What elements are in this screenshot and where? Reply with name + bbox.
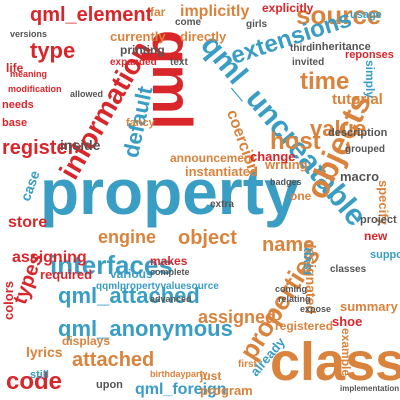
word-instantiated: instantiated (185, 164, 258, 179)
word-lyrics: lyrics (26, 344, 63, 360)
word-makes: makes (150, 254, 188, 268)
word-registered: registered (275, 319, 334, 333)
word-colors: colors (1, 280, 16, 320)
word-writing: writing (265, 157, 308, 172)
word-qml-foreign: qml_foreign (135, 381, 227, 398)
word-name: name (262, 234, 315, 256)
word-shoe: shoe (332, 314, 363, 329)
word-tutorial: tutorial (332, 91, 383, 108)
word-usage: usage (350, 9, 382, 21)
word-register: register (2, 137, 76, 159)
word-support: support (370, 249, 400, 261)
word-printing: printing (120, 43, 165, 57)
word-inheritance: inheritance (312, 41, 371, 53)
word-fancy: fancy (126, 117, 155, 129)
word-example: example (339, 328, 353, 377)
word-code: code (6, 368, 63, 395)
word-life: life (6, 61, 24, 75)
word-new: new (364, 229, 388, 243)
word-displays: displays (62, 334, 111, 348)
word-directly: directly (180, 29, 227, 44)
word-qml-attached: qml_attached (58, 283, 200, 308)
word-implicitly: implicitly (180, 3, 250, 20)
word-invited: invited (292, 57, 325, 68)
word-project: project (360, 214, 397, 226)
word-engine: engine (98, 227, 157, 247)
word-change: change (250, 149, 296, 164)
word-value: value (310, 116, 367, 141)
word-expose: expose (300, 304, 332, 314)
word-advanced: advanced (150, 294, 192, 304)
word-summary: summary (340, 299, 398, 314)
word-expanded: expanded (110, 57, 157, 68)
word-required: required (40, 267, 93, 282)
word-currently: currently (110, 29, 166, 44)
word-rsvp: rsvp (299, 247, 314, 275)
word-still: still (30, 369, 49, 381)
word-inside: inside (60, 137, 101, 153)
word-complete: complete (150, 267, 190, 277)
word-girls: girls (246, 19, 268, 30)
word-far: far (150, 5, 166, 19)
word-macro: macro (340, 169, 380, 184)
word-interfaces: interfaces (50, 250, 173, 280)
word-property: property (40, 156, 300, 228)
word-various: various (110, 267, 153, 281)
word-type: type (30, 38, 76, 63)
word-assigning: assigning (12, 249, 87, 266)
word-base: base (2, 117, 28, 129)
word-case: case (17, 168, 43, 204)
word-classes: classes (330, 264, 367, 275)
word-coming: coming (275, 284, 308, 294)
word-one: one (290, 189, 312, 203)
word-source: source (296, 0, 382, 30)
word-object: object (178, 227, 237, 249)
word-class: class (270, 332, 400, 392)
word-explicitly: explicitly (262, 1, 314, 15)
word-time: time (300, 68, 350, 95)
word-store: store (8, 214, 48, 231)
word-qqmlpropertyvaluesource: qqmlpropertyvaluesource (96, 281, 219, 292)
word-text: text (170, 57, 188, 68)
word-assigned: assigned (198, 307, 277, 327)
word-qml-anonymous: qml_anonymous (58, 316, 233, 341)
word-modification: modification (8, 84, 62, 94)
word-implementation: implementation (340, 384, 400, 393)
word-qml-element: qml_element (30, 4, 153, 26)
word-badges: badges (270, 177, 302, 187)
word-host: host (270, 128, 321, 155)
word-upon: upon (96, 379, 123, 391)
word-birthdayparty: birthdayparty (150, 369, 208, 379)
word-attached: attached (72, 349, 155, 371)
word-third: third (290, 43, 313, 54)
word-versions: versions (10, 29, 48, 39)
word-announcement: announcement (170, 151, 256, 165)
word-description: description (328, 127, 388, 139)
word-extra: extra (210, 199, 234, 210)
word-program: program (200, 383, 253, 398)
word-just: just (200, 369, 222, 383)
word-needs: needs (2, 99, 34, 111)
word-grouped: grouped (345, 144, 385, 155)
word-come: come (175, 17, 202, 28)
word-reponses: reponses (345, 49, 394, 61)
word-relating: relating (278, 294, 311, 304)
word-allowed: allowed (70, 89, 104, 99)
word-simply: simply (363, 60, 377, 99)
word-meaning: meaning (10, 69, 48, 79)
word-first: first (238, 359, 257, 370)
